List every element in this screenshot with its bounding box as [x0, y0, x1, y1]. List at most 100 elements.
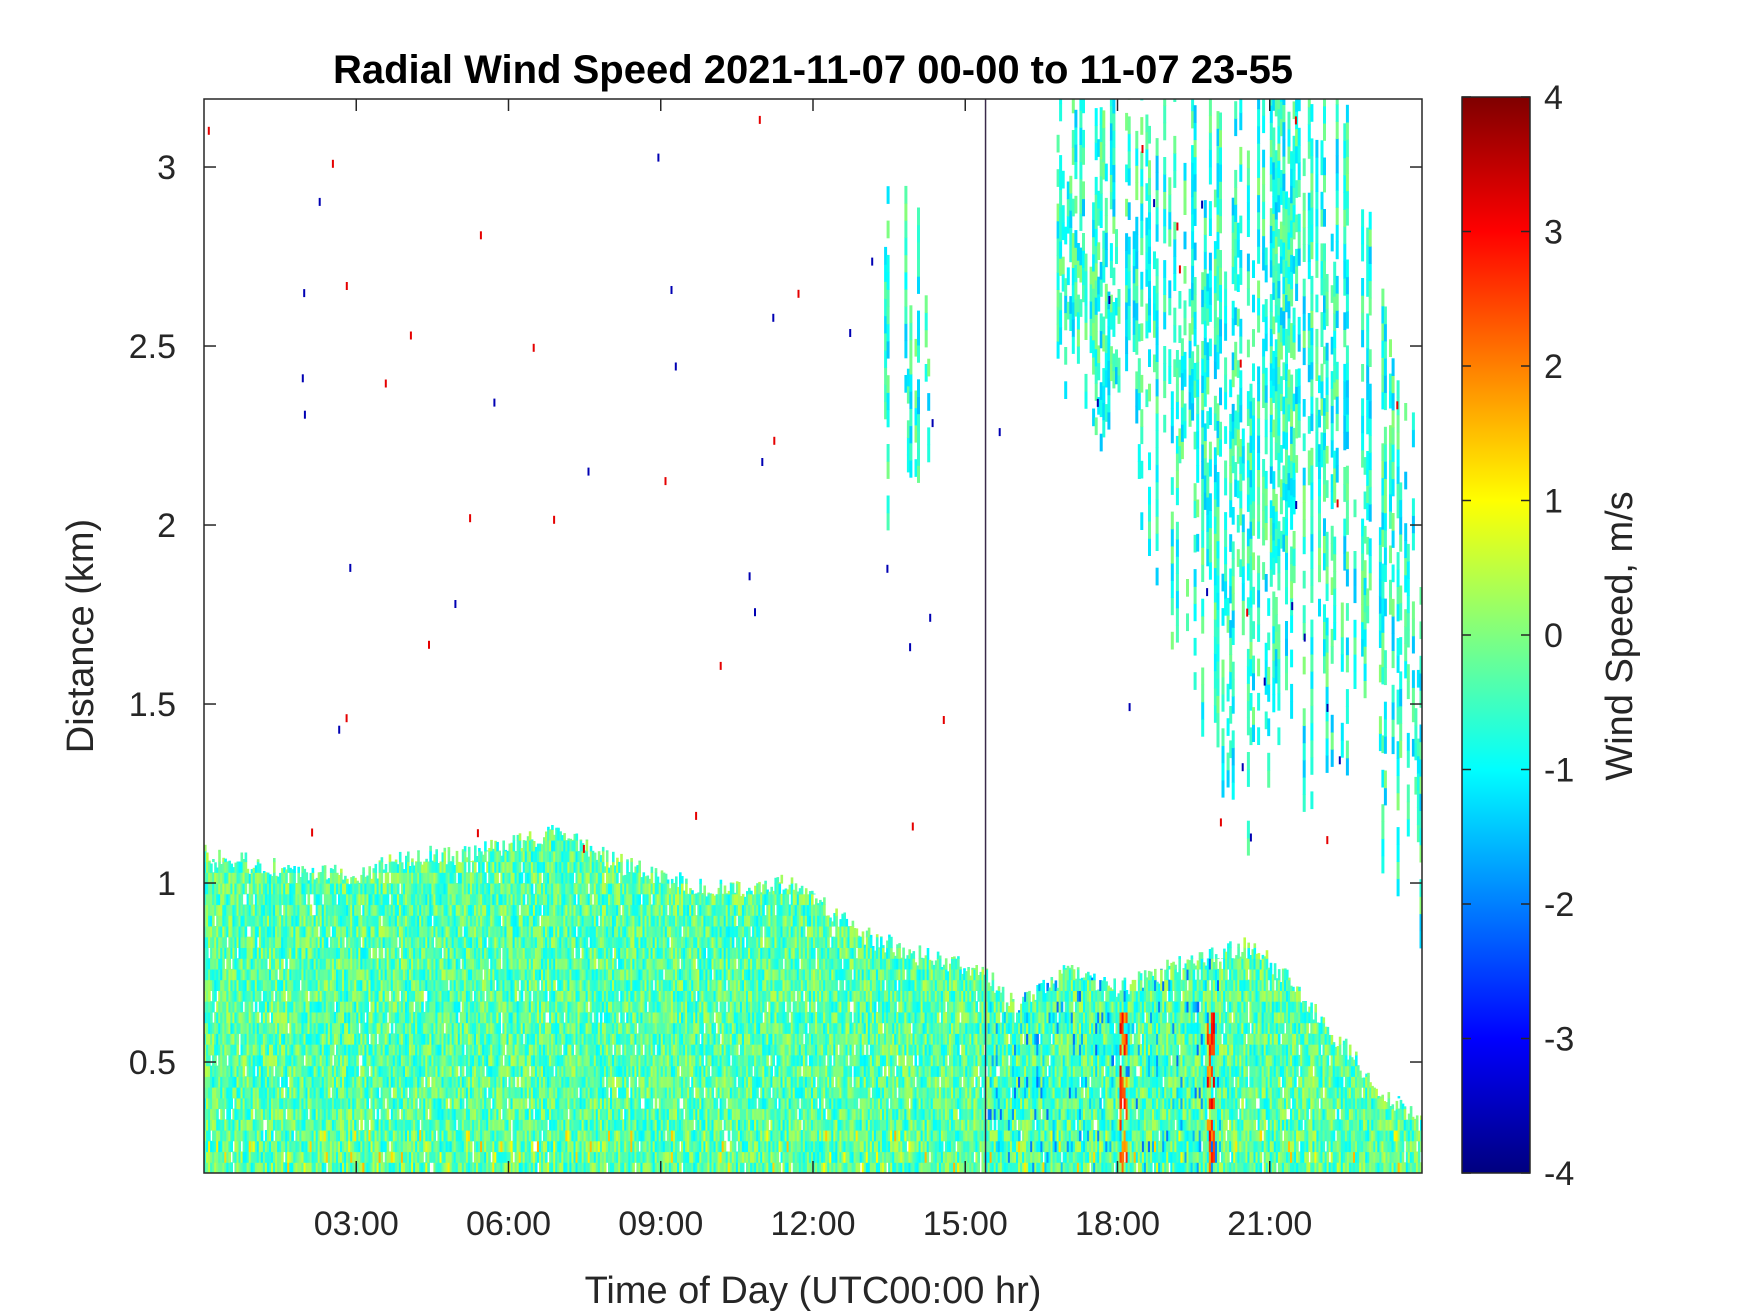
heatmap-cell: [266, 1076, 270, 1088]
heatmap-cell: [293, 1119, 296, 1131]
heatmap-cell: [437, 958, 441, 970]
heatmap-cell: [212, 883, 215, 895]
heatmap-cell: [252, 1162, 256, 1173]
heatmap-cell: [376, 878, 380, 884]
heatmap-cell: [299, 1119, 302, 1131]
heatmap-cell: [333, 1151, 337, 1163]
heatmap-cell: [469, 990, 473, 1002]
heatmap-cell: [295, 1097, 298, 1110]
heatmap-cell: [323, 1162, 327, 1173]
heatmap-cell: [435, 1097, 438, 1110]
heatmap-cell: [234, 1087, 237, 1099]
heatmap-cell: [372, 1151, 376, 1163]
heatmap-cell: [212, 1162, 215, 1173]
heatmap-cell: [283, 1044, 286, 1056]
heatmap-cell: [354, 1097, 357, 1110]
chart-title: Radial Wind Speed 2021-11-07 00-00 to 11…: [333, 48, 1293, 92]
heatmap-cell: [400, 1001, 404, 1013]
heatmap-cell: [297, 1022, 300, 1034]
heatmap-cell: [228, 1119, 231, 1131]
heatmap-cell: [447, 904, 451, 916]
heatmap-cell: [293, 1065, 296, 1077]
heatmap-cell: [388, 1130, 392, 1142]
heatmap-cell: [352, 1151, 355, 1163]
heatmap-cell: [305, 1001, 309, 1013]
heatmap-cell: [214, 1033, 217, 1045]
heatmap-cell: [344, 968, 347, 981]
heatmap-cell: [212, 1130, 215, 1142]
heatmap-cell: [327, 1076, 331, 1088]
heatmap-cell: [376, 1076, 380, 1088]
heatmap-cell: [329, 990, 333, 1002]
heatmap-cell: [226, 1097, 229, 1110]
heatmap-cell: [340, 1033, 343, 1045]
heatmap-cell: [275, 1065, 278, 1077]
heatmap-cell: [504, 1097, 507, 1110]
heatmap-cell: [329, 1033, 333, 1045]
heatmap-cell: [364, 1162, 367, 1173]
heatmap-cell: [447, 850, 451, 863]
heatmap-cell: [433, 1140, 436, 1153]
heatmap-cell: [429, 883, 432, 895]
heatmap-cell: [370, 1130, 374, 1142]
heatmap-cell: [248, 958, 252, 970]
heatmap-cell: [256, 861, 260, 873]
heatmap-cell: [244, 958, 248, 970]
heatmap-cell: [390, 861, 394, 873]
heatmap-cell: [301, 1001, 304, 1013]
heatmap-cell: [240, 1097, 244, 1110]
heatmap-cell: [392, 968, 396, 981]
heatmap-cell: [226, 1065, 229, 1077]
heatmap-cell: [305, 1011, 309, 1024]
heatmap-cell: [350, 1130, 353, 1142]
heatmap-cell: [216, 926, 219, 938]
heatmap-cell: [289, 1001, 292, 1013]
heatmap-cell: [372, 872, 376, 884]
heatmap-cell: [336, 1033, 339, 1045]
heatmap-cell: [352, 1087, 355, 1099]
heatmap-cell: [378, 883, 382, 895]
heatmap-cell: [451, 904, 455, 916]
heatmap-cell: [234, 968, 237, 981]
heatmap-cell: [374, 958, 378, 970]
heatmap-cell: [293, 936, 296, 948]
heatmap-cell: [411, 883, 414, 895]
heatmap-cell: [228, 1054, 231, 1067]
heatmap-cell: [360, 1108, 363, 1120]
heatmap-cell: [333, 1054, 337, 1067]
heatmap-cell: [392, 1065, 396, 1077]
heatmap-cell: [271, 1151, 274, 1163]
heatmap-cell: [256, 1119, 260, 1131]
heatmap-cell: [520, 872, 524, 884]
heatmap-cell: [264, 1162, 268, 1173]
heatmap-cell: [244, 1162, 248, 1173]
heatmap-cell: [329, 1076, 333, 1088]
heatmap-cell: [451, 1033, 455, 1045]
heatmap-cell: [346, 1162, 349, 1173]
heatmap-cell: [530, 1108, 534, 1120]
heatmap-cell: [376, 1097, 380, 1110]
heatmap-cell: [392, 904, 396, 916]
heatmap-cell: [331, 1044, 335, 1056]
heatmap-cell: [362, 904, 365, 916]
heatmap-cell: [338, 1065, 341, 1077]
heatmap-cell: [382, 926, 386, 938]
heatmap-cell: [305, 883, 309, 895]
heatmap-cell: [415, 947, 418, 959]
heatmap-cell: [342, 968, 345, 981]
heatmap-cell: [325, 968, 329, 981]
heatmap-cell: [447, 1130, 451, 1142]
heatmap-cell: [206, 990, 209, 1002]
heatmap-cell: [451, 1130, 455, 1142]
heatmap-cell: [354, 1151, 357, 1163]
heatmap-cell: [457, 958, 461, 970]
heatmap-cell: [232, 958, 235, 970]
heatmap-cell: [315, 1130, 319, 1142]
heatmap-cell: [366, 1001, 369, 1013]
heatmap-cell: [340, 1140, 343, 1153]
heatmap-cell: [419, 1140, 422, 1153]
heatmap-cell: [238, 958, 242, 970]
heatmap-cell: [252, 1130, 256, 1142]
heatmap-cell: [360, 1087, 363, 1099]
heatmap-cell: [405, 915, 408, 927]
